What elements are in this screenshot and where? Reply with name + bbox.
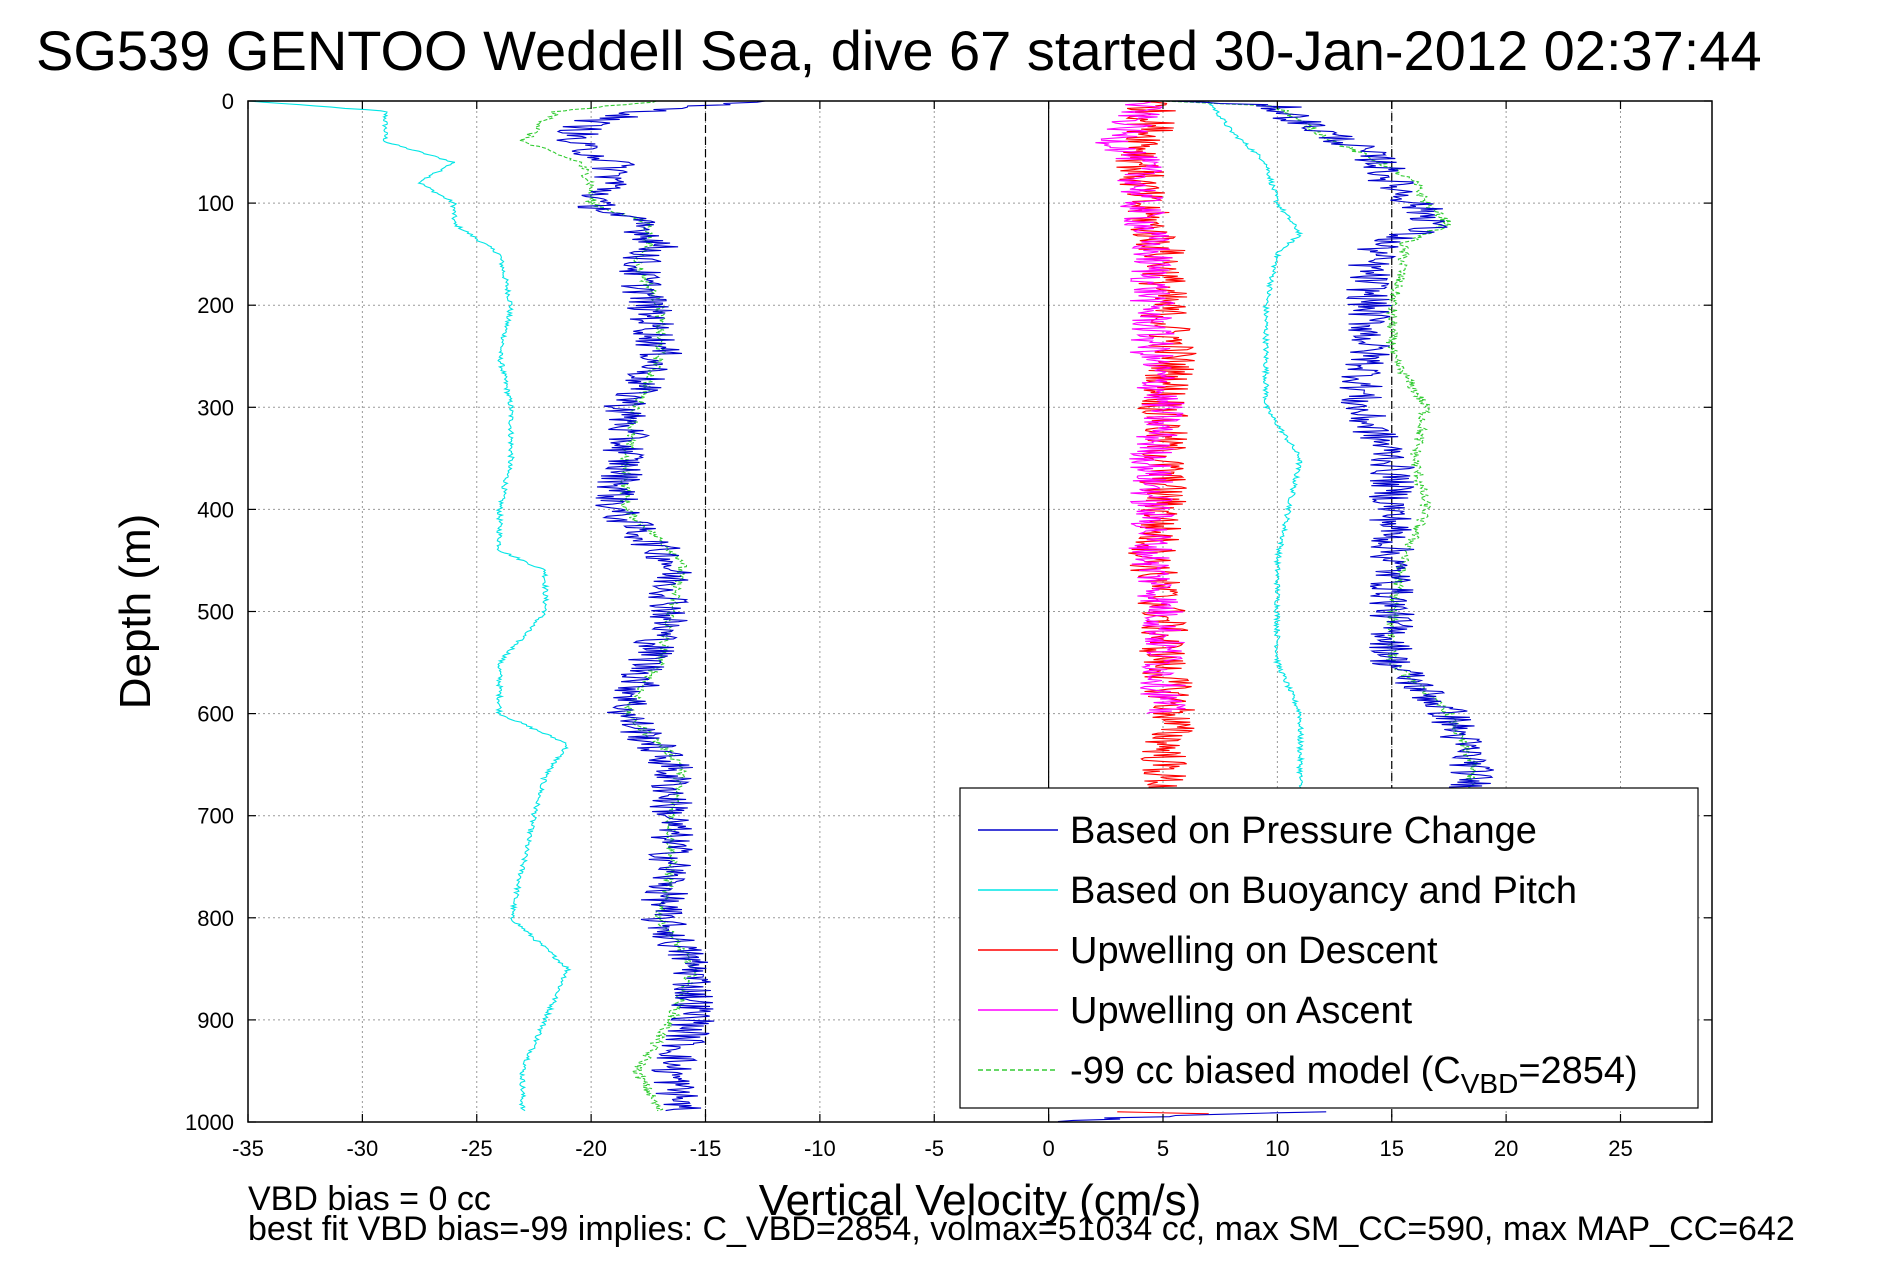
x-tick-label: -20	[575, 1136, 607, 1161]
legend-entry: Based on Pressure Change	[1070, 810, 1537, 852]
series-99-cc-biased-model-c	[519, 100, 1480, 1112]
x-tick-label: -35	[232, 1136, 264, 1161]
legend-entry: Based on Buoyancy and Pitch	[1070, 870, 1577, 912]
legend-entry: Upwelling on Descent	[1070, 930, 1438, 972]
series-line	[1159, 100, 1480, 816]
legend-entry-label: Upwelling on Ascent	[1070, 990, 1413, 1032]
legend-subscript: VBD	[1461, 1068, 1519, 1099]
series-line	[519, 100, 700, 1112]
footer-best-fit: best fit VBD bias=-99 implies: C_VBD=285…	[248, 1210, 1795, 1248]
y-tick-label: 600	[197, 702, 234, 727]
legend-entry-label: Based on Pressure Change	[1070, 810, 1537, 852]
x-tick-label: 20	[1494, 1136, 1518, 1161]
series-line	[1117, 1111, 1209, 1115]
legend-suffix: =2854)	[1518, 1050, 1637, 1092]
y-tick-label: 1000	[185, 1110, 234, 1135]
legend-box	[959, 787, 1699, 1109]
x-tick-label: -5	[924, 1136, 944, 1161]
y-tick-label: 300	[197, 395, 234, 420]
x-axis-ticks: -35 -30 -25 -20 -15 -10 -5 0 5 10 15 20 25	[232, 101, 1633, 1161]
y-tick-label: 500	[197, 600, 234, 625]
series-layer	[248, 100, 1690, 1123]
x-tick-label: 0	[1043, 1136, 1055, 1161]
series-line	[1057, 1111, 1327, 1123]
legend-entry: Upwelling on Ascent	[1070, 990, 1413, 1032]
legend-entry-label: Upwelling on Descent	[1070, 930, 1438, 972]
series-line	[1207, 100, 1306, 816]
y-axis-ticks: 0 100 200 300 400 500 600 700 800 900 1000	[185, 89, 1712, 1135]
series-based-on-pressure-change	[556, 100, 1495, 1123]
series-line	[248, 100, 572, 1112]
y-axis-label: Depth (m)	[111, 514, 160, 710]
y-tick-label: 0	[222, 89, 234, 114]
y-tick-label: 400	[197, 497, 234, 522]
y-tick-label: 700	[197, 804, 234, 829]
legend-entry-label: Based on Buoyancy and Pitch	[1070, 870, 1577, 912]
y-tick-label: 900	[197, 1008, 234, 1033]
x-tick-label: -30	[346, 1136, 378, 1161]
series-line	[556, 100, 766, 1112]
series-line	[1168, 100, 1495, 816]
series-line	[1095, 100, 1186, 715]
x-tick-label: 10	[1265, 1136, 1289, 1161]
y-tick-label: 200	[197, 293, 234, 318]
x-tick-label: -10	[804, 1136, 836, 1161]
x-tick-label: -25	[461, 1136, 493, 1161]
chart-title: SG539 GENTOO Weddell Sea, dive 67 starte…	[36, 19, 1762, 82]
x-tick-label: -15	[690, 1136, 722, 1161]
series-based-on-buoyancy-and-pitch	[248, 100, 1306, 1112]
legend-entry: -99 cc biased model (CVBD=2854)	[1070, 1050, 1638, 1099]
footer-vbd-bias: VBD bias = 0 cc	[248, 1180, 491, 1218]
x-tick-label: 15	[1380, 1136, 1404, 1161]
legend: Based on Pressure Change Based on Buoyanc…	[959, 787, 1699, 1109]
x-axis-label: Vertical Velocity (cm/s)	[759, 1176, 1202, 1225]
x-tick-label: 25	[1608, 1136, 1632, 1161]
y-tick-label: 800	[197, 906, 234, 931]
y-tick-label: 100	[197, 191, 234, 216]
x-tick-label: 5	[1157, 1136, 1169, 1161]
series-upwelling-on-ascent	[1095, 100, 1186, 715]
legend-entry-label: -99 cc biased model (C	[1070, 1050, 1461, 1092]
